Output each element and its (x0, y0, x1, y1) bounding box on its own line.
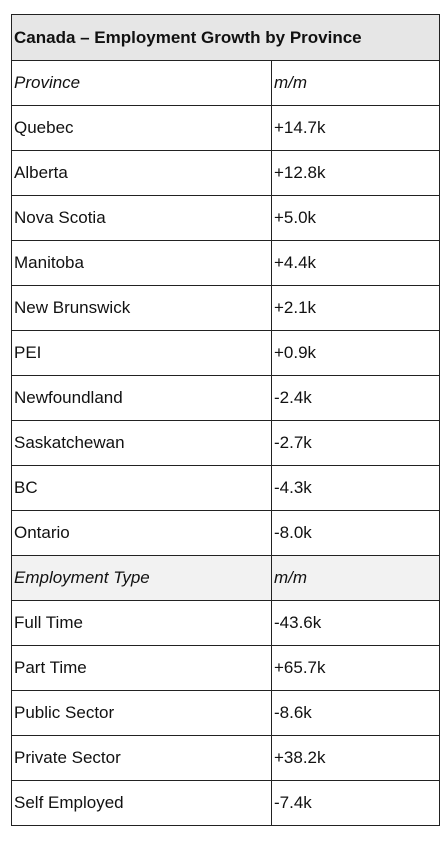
data-row: Saskatchewan -2.7k (11, 420, 441, 466)
change-value: -2.4k (270, 375, 441, 421)
data-row: PEI +0.9k (11, 330, 441, 376)
section-header-row: Employment Type m/m (11, 555, 441, 601)
title-row: Canada – Employment Growth by Province (10, 14, 441, 61)
employment-table: Canada – Employment Growth by Province P… (10, 14, 441, 826)
row-label: New Brunswick (11, 285, 272, 331)
column-header: Province (11, 60, 272, 106)
change-value: +12.8k (270, 150, 441, 196)
data-row: Private Sector +38.2k (11, 735, 441, 781)
data-row: Quebec +14.7k (11, 105, 441, 151)
row-label: Private Sector (11, 735, 272, 781)
change-value: +4.4k (270, 240, 441, 286)
table-body: Canada – Employment Growth by Province P… (10, 14, 441, 826)
row-label: Ontario (11, 510, 272, 556)
row-label: Newfoundland (11, 375, 272, 421)
data-row: Alberta +12.8k (11, 150, 441, 196)
row-label: Full Time (11, 600, 272, 646)
table-title: Canada – Employment Growth by Province (10, 14, 441, 61)
data-row: Full Time -43.6k (11, 600, 441, 646)
row-label: Saskatchewan (11, 420, 272, 466)
row-label: Part Time (11, 645, 272, 691)
change-value: +14.7k (270, 105, 441, 151)
change-value: +5.0k (270, 195, 441, 241)
data-row: Ontario -8.0k (11, 510, 441, 556)
change-value: -8.6k (270, 690, 441, 736)
data-row: Part Time +65.7k (11, 645, 441, 691)
row-label: Quebec (11, 105, 272, 151)
row-label: PEI (11, 330, 272, 376)
change-value: +0.9k (270, 330, 441, 376)
change-value: +38.2k (270, 735, 441, 781)
data-row: Nova Scotia +5.0k (11, 195, 441, 241)
section-header-row: Province m/m (11, 60, 441, 106)
data-row: Public Sector -8.6k (11, 690, 441, 736)
row-label: Alberta (11, 150, 272, 196)
row-label: Self Employed (11, 780, 272, 826)
change-value: -2.7k (270, 420, 441, 466)
data-row: BC -4.3k (11, 465, 441, 511)
data-row: New Brunswick +2.1k (11, 285, 441, 331)
change-value: -8.0k (270, 510, 441, 556)
data-row: Manitoba +4.4k (11, 240, 441, 286)
data-row: Self Employed -7.4k (11, 780, 441, 826)
data-row: Newfoundland -2.4k (11, 375, 441, 421)
column-header: m/m (270, 555, 441, 601)
column-header: m/m (270, 60, 441, 106)
row-label: Public Sector (11, 690, 272, 736)
table-container: Canada – Employment Growth by Province P… (10, 14, 441, 826)
change-value: +2.1k (270, 285, 441, 331)
row-label: Manitoba (11, 240, 272, 286)
change-value: +65.7k (270, 645, 441, 691)
change-value: -43.6k (270, 600, 441, 646)
change-value: -7.4k (270, 780, 441, 826)
column-header: Employment Type (11, 555, 272, 601)
row-label: Nova Scotia (11, 195, 272, 241)
row-label: BC (11, 465, 272, 511)
change-value: -4.3k (270, 465, 441, 511)
